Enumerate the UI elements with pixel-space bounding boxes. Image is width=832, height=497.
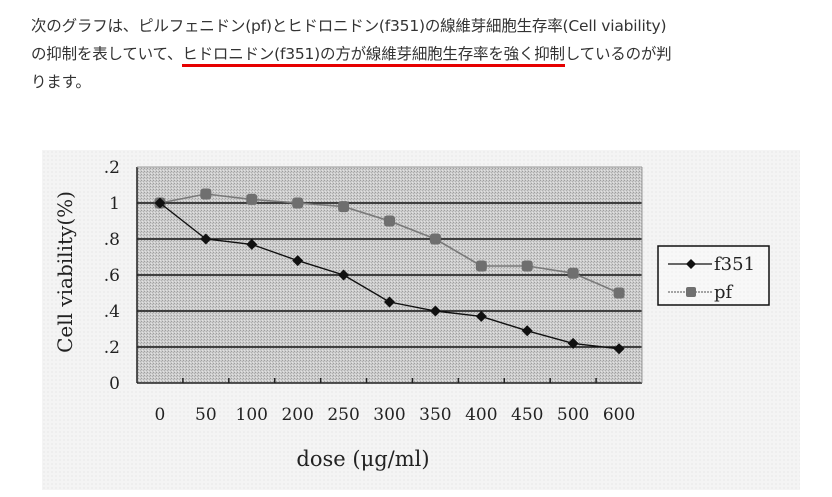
data-point (613, 343, 625, 355)
data-point (246, 238, 258, 250)
data-point (567, 337, 579, 349)
x-axis: 0 50 100 200 250 300 350 400 450 500 600 (155, 378, 635, 425)
data-point (475, 310, 487, 322)
square-marker-icon (686, 287, 696, 297)
line-chart: .2 1 .8 .6 .4 .2 0 0 50 100 200 250 300 350 400 450 500… (53, 158, 770, 471)
x-tick-label: 400 (465, 405, 497, 425)
x-tick-label: 50 (195, 405, 217, 425)
chart-image: .2 1 .8 .6 .4 .2 0 0 50 100 200 250 300 350 400 450 500… (42, 150, 800, 490)
y-tick-label: .8 (104, 230, 120, 250)
data-point (613, 287, 625, 299)
data-point (521, 325, 533, 337)
data-point (475, 260, 487, 272)
data-point (200, 233, 212, 245)
x-tick-label: 200 (281, 405, 313, 425)
line2-after: しているのが判 (564, 45, 672, 63)
x-tick-label: 300 (373, 405, 405, 425)
data-point (429, 233, 441, 245)
highlighted-phrase: ヒドロニドン(f351)の方が線維芽細胞生存率を強く抑制 (182, 45, 565, 67)
line2-before: の抑制を表していて、 (31, 45, 183, 63)
data-point (567, 267, 579, 279)
x-tick-label: 500 (557, 405, 589, 425)
y-tick-label: .4 (104, 302, 120, 322)
data-point (521, 260, 533, 272)
paragraph-line-1: 次のグラフは、ピルフェニドン(pf)とヒドロニドン(f351)の線維芽細胞生存率… (31, 17, 667, 35)
paragraph-line-3: ります。 (31, 73, 91, 91)
data-point (338, 201, 350, 213)
paragraph-line-2: の抑制を表していて、ヒドロニドン(f351)の方が線維芽細胞生存率を強く抑制して… (31, 40, 811, 68)
legend-item-pf: pf (668, 282, 734, 303)
y-axis: .2 1 .8 .6 .4 .2 0 (104, 158, 120, 394)
data-point (200, 188, 212, 200)
y-tick-label: 0 (109, 374, 120, 394)
legend: f351 pf (657, 245, 770, 306)
article-paragraph: 次のグラフは、ピルフェニドン(pf)とヒドロニドン(f351)の線維芽細胞生存率… (31, 12, 811, 96)
data-point (292, 197, 304, 209)
y-tick-label: .2 (104, 338, 120, 358)
legend-label-pf: pf (714, 282, 734, 303)
y-tick-label: .2 (104, 158, 120, 178)
x-tick-label: 350 (419, 405, 451, 425)
legend-item-f351: f351 (668, 254, 755, 275)
x-tick-label: 250 (327, 405, 359, 425)
x-axis-label: dose (μg/ml) (296, 447, 429, 471)
data-point (292, 255, 304, 267)
data-point (384, 296, 395, 308)
data-point (384, 215, 395, 227)
diamond-marker-icon (686, 259, 696, 269)
series-f351 (154, 197, 625, 355)
data-point (154, 197, 166, 209)
data-point (246, 193, 258, 205)
x-tick-label: 0 (155, 405, 166, 425)
x-tick-label: 100 (236, 405, 268, 425)
x-tick-label: 450 (511, 405, 543, 425)
data-point (429, 305, 441, 317)
plot-area (136, 166, 643, 384)
x-tick-label: 600 (603, 405, 635, 425)
y-axis-label: Cell viability(%) (53, 191, 77, 353)
y-tick-label: .6 (104, 266, 120, 286)
legend-box (657, 245, 770, 306)
series-layer (154, 188, 625, 355)
legend-label-f351: f351 (714, 254, 755, 275)
data-point (338, 269, 350, 281)
y-tick-label: 1 (109, 194, 120, 214)
